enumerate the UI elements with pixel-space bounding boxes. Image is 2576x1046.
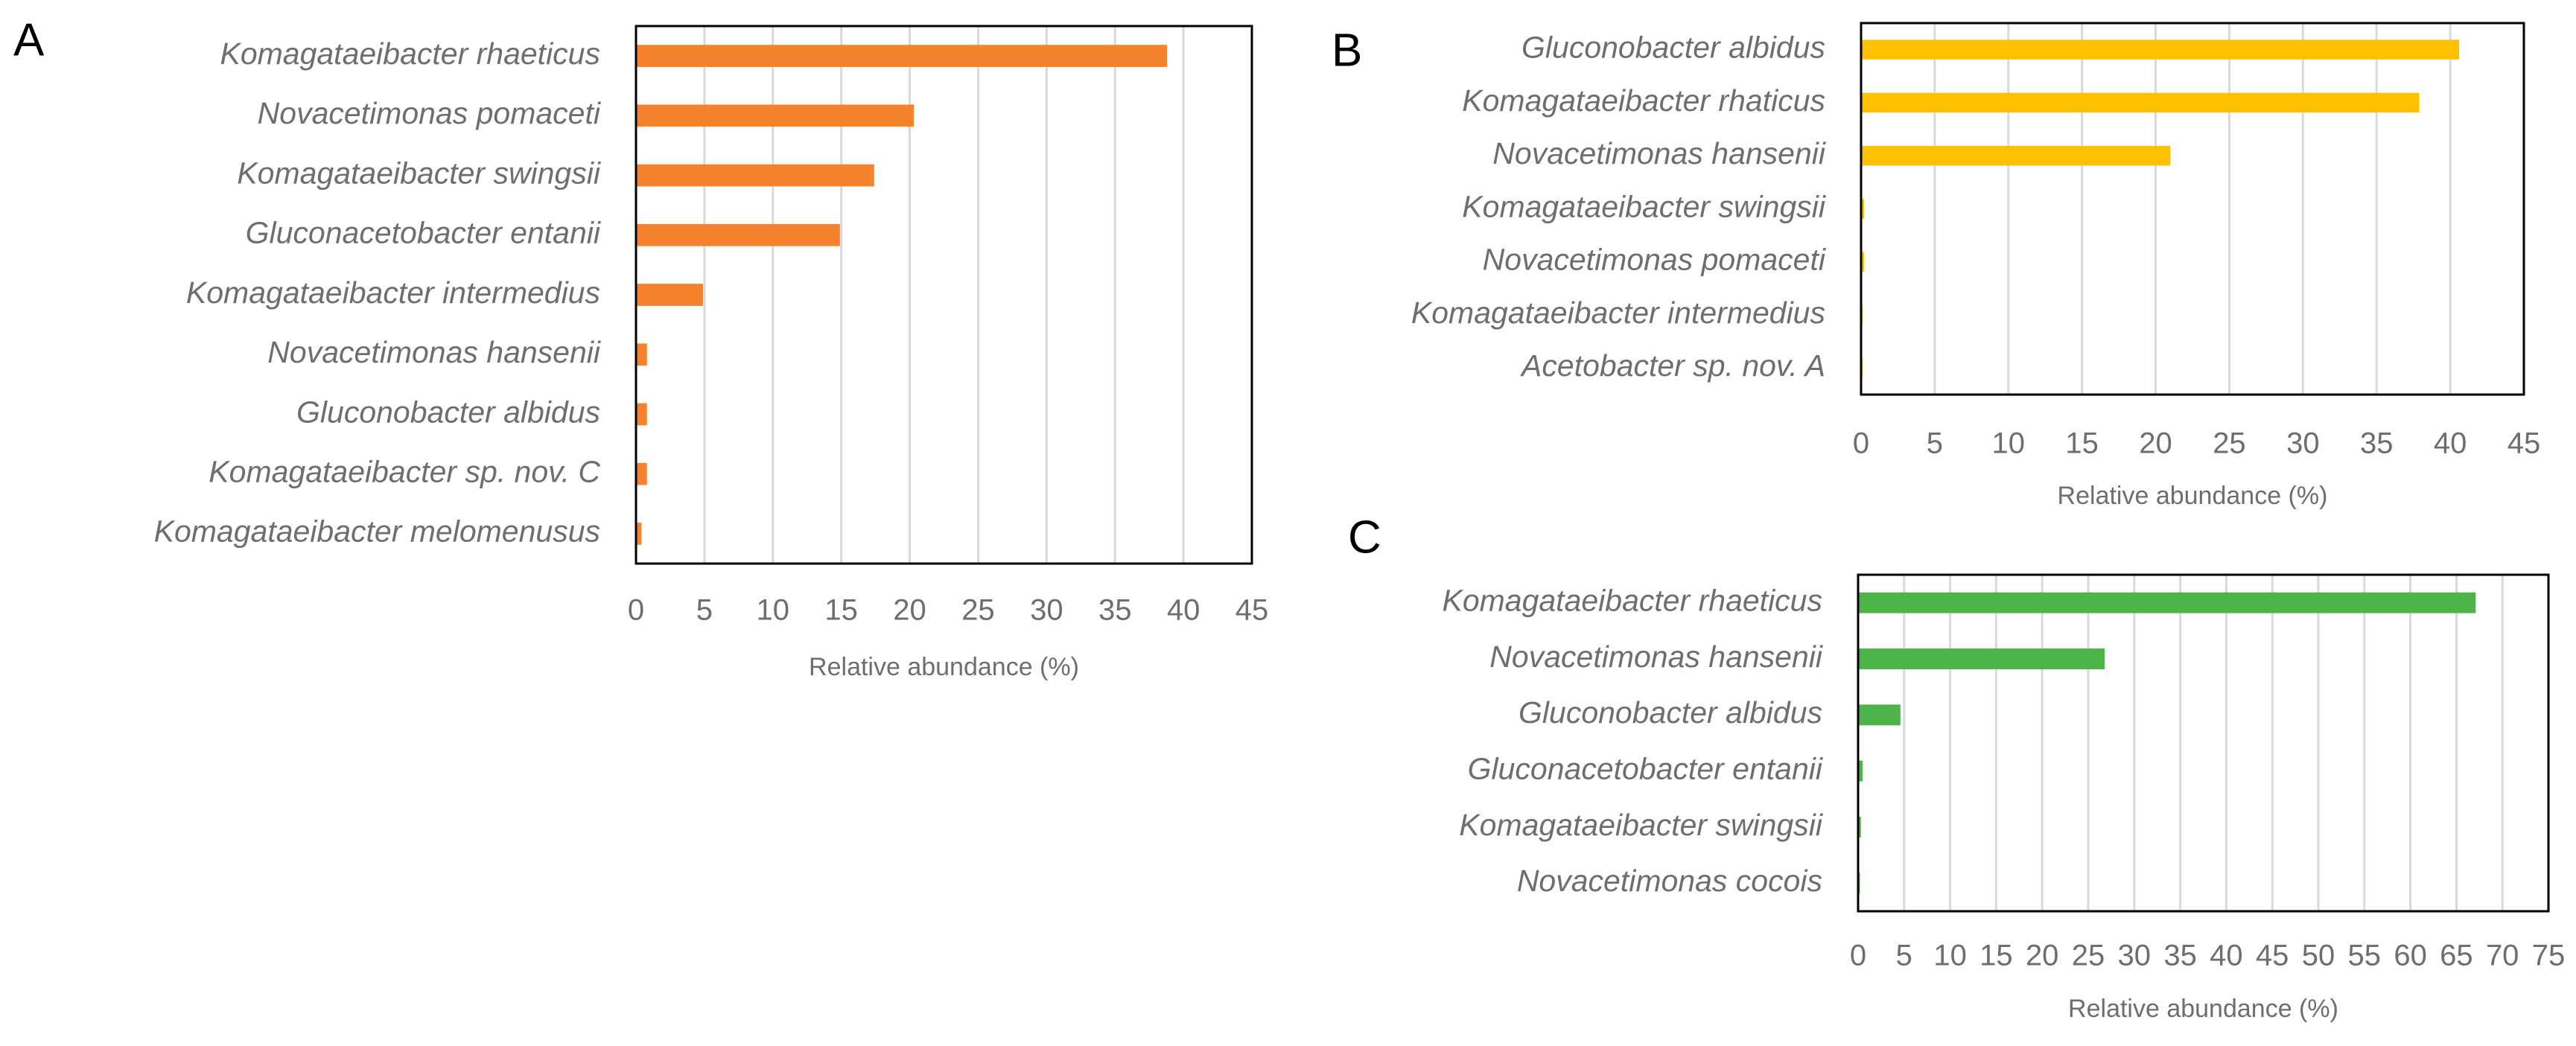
bar bbox=[1858, 760, 1863, 782]
x-tick-label: 5 bbox=[1896, 940, 1912, 972]
x-tick-label: 25 bbox=[2213, 427, 2246, 460]
y-tick-label: Komagataeibacter rhaeticus bbox=[1442, 583, 1822, 617]
y-tick-label: Novacetimonas hansenii bbox=[1489, 640, 1824, 674]
bar bbox=[636, 403, 647, 426]
x-tick-label: 0 bbox=[1850, 940, 1866, 972]
x-axis-title: Relative abundance (%) bbox=[2058, 482, 2328, 510]
x-tick-label: 15 bbox=[2065, 427, 2099, 460]
y-tick-label: Komagataeibacter swingsii bbox=[1459, 808, 1824, 842]
y-tick-label: Novacetimonas pomaceti bbox=[258, 96, 602, 130]
y-tick-label: Gluconobacter albidus bbox=[1518, 695, 1822, 730]
panel-label: C bbox=[1348, 511, 1381, 563]
bar bbox=[1861, 199, 1864, 219]
x-tick-label: 55 bbox=[2348, 940, 2382, 972]
plot-frame bbox=[1860, 22, 2525, 396]
x-tick-label: 5 bbox=[696, 594, 713, 627]
panel-label: B bbox=[1332, 25, 1362, 76]
x-tick-label: 15 bbox=[824, 594, 858, 627]
x-tick-label: 50 bbox=[2302, 940, 2335, 972]
x-tick-label: 15 bbox=[1979, 940, 2013, 972]
x-tick-label: 45 bbox=[2507, 427, 2541, 460]
x-tick-label: 10 bbox=[1992, 427, 2026, 460]
x-tick-label: 30 bbox=[2286, 427, 2320, 460]
bar bbox=[1861, 92, 2420, 113]
bar bbox=[1858, 817, 1861, 838]
bar bbox=[636, 223, 840, 246]
y-tick-label: Komagataeibacter intermedius bbox=[186, 275, 600, 310]
bar bbox=[1861, 39, 2459, 60]
x-tick-label: 60 bbox=[2394, 940, 2427, 972]
plot-frame bbox=[1857, 573, 2550, 913]
bar bbox=[636, 462, 647, 485]
bar bbox=[1858, 592, 2476, 613]
plot-frame bbox=[635, 25, 1253, 565]
y-tick-label: Komagataeibacter swingsii bbox=[1462, 189, 1827, 223]
y-tick-label: Komagataeibacter rhaticus bbox=[1462, 83, 1825, 118]
y-tick-label: Komagataeibacter melomenusus bbox=[154, 514, 600, 549]
x-tick-label: 65 bbox=[2440, 940, 2473, 972]
y-tick-label: Komagataeibacter sp. nov. C bbox=[209, 454, 600, 488]
x-tick-label: 35 bbox=[2360, 427, 2394, 460]
x-tick-label: 30 bbox=[1030, 594, 1063, 627]
bar bbox=[636, 45, 1168, 67]
x-tick-label: 20 bbox=[2026, 940, 2059, 972]
x-tick-label: 40 bbox=[1167, 594, 1200, 627]
y-tick-label: Gluconacetobacter entanii bbox=[246, 216, 602, 250]
y-tick-label: Komagataeibacter swingsii bbox=[237, 156, 602, 190]
bar bbox=[636, 104, 915, 127]
x-tick-label: 35 bbox=[1098, 594, 1132, 627]
bar bbox=[636, 523, 642, 545]
bar bbox=[1861, 146, 2171, 166]
y-tick-label: Gluconobacter albidus bbox=[296, 395, 600, 429]
x-tick-label: 20 bbox=[893, 594, 926, 627]
bar bbox=[1858, 648, 2105, 669]
x-tick-label: 70 bbox=[2486, 940, 2519, 972]
bar bbox=[636, 284, 704, 306]
x-axis-title: Relative abundance (%) bbox=[809, 653, 1079, 681]
x-tick-label: 35 bbox=[2163, 940, 2197, 972]
x-axis-title: Relative abundance (%) bbox=[2068, 995, 2338, 1023]
y-tick-label: Novacetimonas pomaceti bbox=[1483, 243, 1827, 277]
x-tick-label: 5 bbox=[1927, 427, 1943, 460]
x-tick-label: 30 bbox=[2118, 940, 2152, 972]
y-tick-label: Gluconobacter albidus bbox=[1521, 30, 1825, 64]
y-tick-label: Acetobacter sp. nov. A bbox=[1519, 348, 1825, 383]
x-tick-label: 45 bbox=[2256, 940, 2289, 972]
x-tick-label: 0 bbox=[1853, 427, 1869, 460]
x-tick-label: 10 bbox=[757, 594, 790, 627]
x-tick-label: 75 bbox=[2532, 940, 2566, 972]
bar bbox=[636, 164, 874, 187]
x-tick-label: 25 bbox=[961, 594, 995, 627]
x-tick-label: 0 bbox=[628, 594, 644, 627]
y-tick-label: Komagataeibacter intermedius bbox=[1411, 296, 1825, 330]
x-tick-label: 20 bbox=[2139, 427, 2172, 460]
y-tick-label: Novacetimonas hansenii bbox=[1492, 136, 1827, 170]
bar bbox=[1861, 252, 1864, 272]
x-tick-label: 10 bbox=[1933, 940, 1967, 972]
bar bbox=[636, 343, 647, 366]
panel-label: A bbox=[13, 14, 45, 66]
y-tick-label: Novacetimonas cocois bbox=[1517, 864, 1822, 898]
y-tick-label: Novacetimonas hansenii bbox=[267, 335, 602, 369]
x-tick-label: 25 bbox=[2072, 940, 2105, 972]
y-tick-label: Komagataeibacter rhaeticus bbox=[220, 36, 600, 71]
x-tick-label: 45 bbox=[1235, 594, 1269, 627]
x-tick-label: 40 bbox=[2210, 940, 2243, 972]
y-tick-label: Gluconacetobacter entanii bbox=[1468, 751, 1824, 785]
x-tick-label: 40 bbox=[2434, 427, 2467, 460]
bar bbox=[1858, 704, 1901, 726]
